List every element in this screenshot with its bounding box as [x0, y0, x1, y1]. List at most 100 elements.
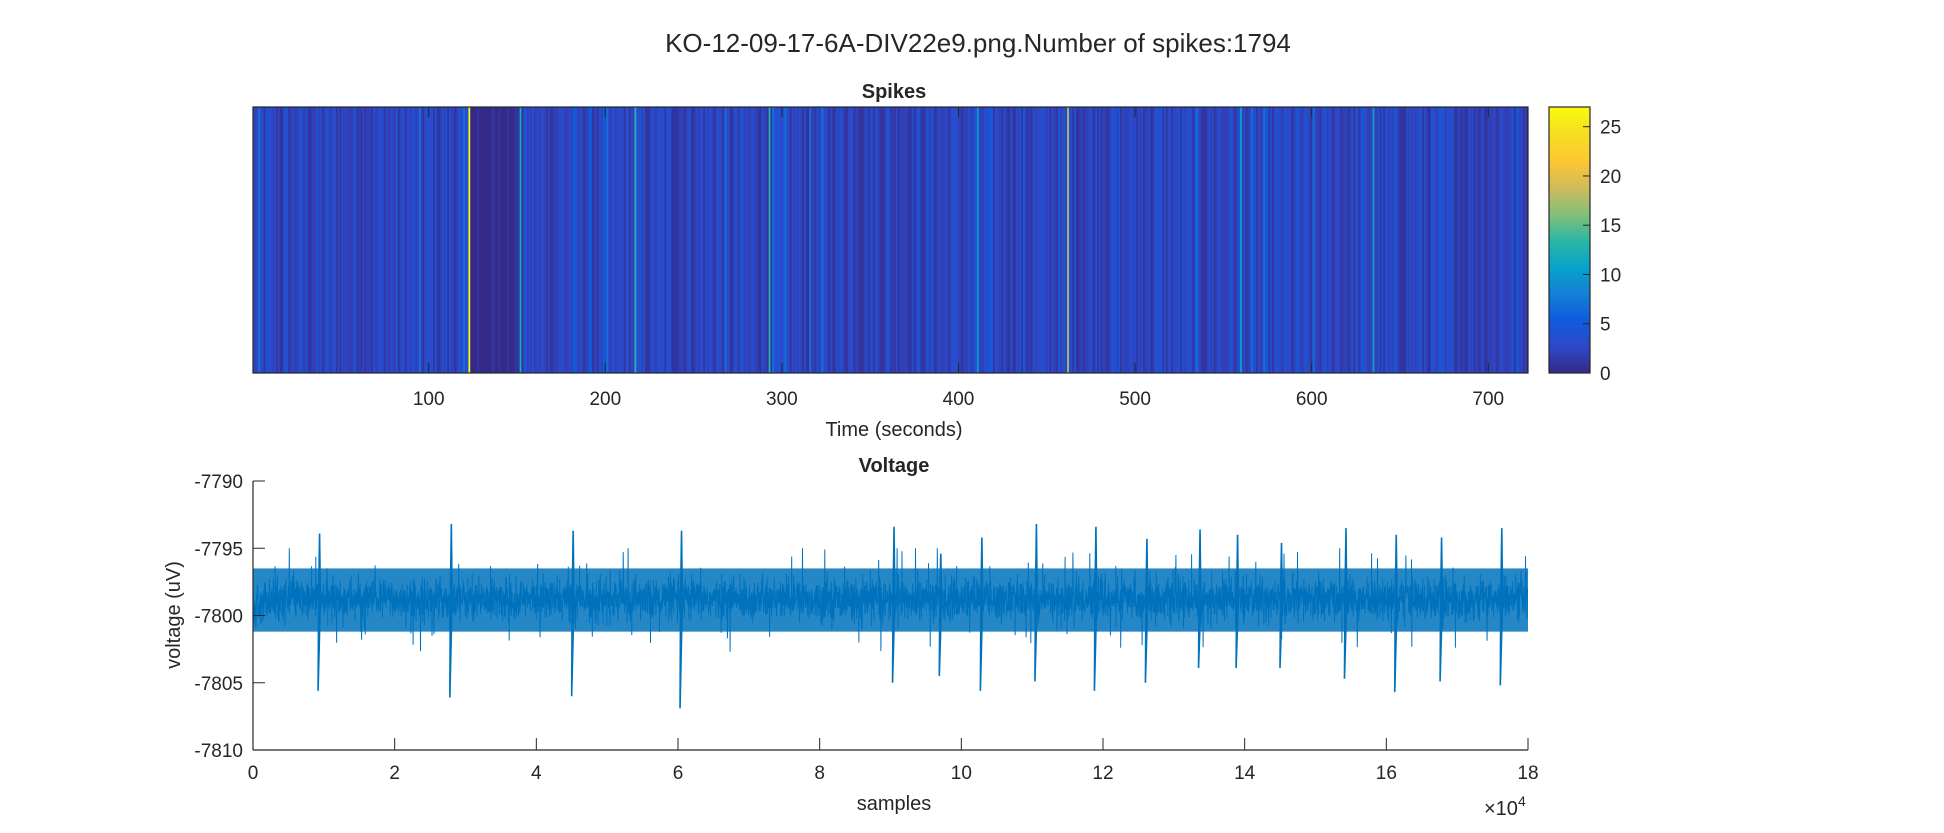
heatmap-cell	[717, 107, 720, 373]
heatmap-cell	[943, 107, 946, 373]
heatmap-cell	[339, 107, 342, 373]
heatmap-cell	[457, 107, 461, 373]
heatmap-cell	[1010, 107, 1013, 373]
heatmap-cell	[616, 107, 619, 373]
heatmap-cell	[1238, 107, 1241, 373]
heatmap-cell	[371, 107, 374, 373]
heatmap-cell	[311, 107, 314, 373]
heatmap-cell	[646, 107, 649, 373]
heatmap-cell	[964, 107, 967, 373]
heatmap-cell	[341, 107, 344, 373]
heatmap-cell	[1211, 107, 1215, 373]
heatmap-cell	[275, 107, 279, 373]
heatmap-cell	[736, 107, 740, 373]
heatmap-cell	[403, 107, 406, 373]
heatmap-cell	[657, 107, 660, 373]
heatmap-cell	[440, 107, 443, 373]
heatmap-cell	[607, 107, 611, 373]
heatmap-cell	[920, 107, 923, 373]
heatmap-cell	[1217, 107, 1220, 373]
heatmap-cells	[253, 107, 1529, 373]
heatmap-cell	[283, 107, 286, 373]
heatmap-cell	[655, 107, 658, 373]
heatmap-cell	[885, 107, 888, 373]
heatmap-cell	[1236, 107, 1239, 373]
heatmap-cell	[397, 107, 400, 373]
voltage-x-tick-label: 0	[248, 763, 259, 784]
heatmap-cell	[650, 107, 653, 373]
voltage-spike	[1393, 534, 1398, 693]
heatmap-cell	[1282, 107, 1285, 373]
heatmap-cell	[1462, 107, 1465, 373]
heatmap-cell	[383, 107, 386, 373]
heatmap-cell	[447, 107, 450, 373]
heatmap-cell	[814, 107, 817, 373]
heatmap-cell	[622, 107, 625, 373]
heatmap-cell	[1128, 107, 1132, 373]
heatmap-cell	[1038, 107, 1042, 373]
heatmap-cell	[750, 107, 754, 373]
heatmap-cell	[392, 107, 395, 373]
voltage-y-tick-label: -7790	[194, 472, 243, 493]
heatmap-cell	[1351, 107, 1354, 373]
heatmap-cell	[1430, 107, 1434, 373]
heatmap-cell	[1353, 107, 1356, 373]
heatmap-cell	[1164, 107, 1167, 373]
heatmap-cell	[828, 107, 831, 373]
heatmap-cell	[636, 107, 639, 373]
colorbar	[1548, 106, 1591, 374]
heatmap-cell	[1522, 107, 1525, 373]
heatmap-cell	[1171, 107, 1174, 373]
heatmap-cell	[812, 107, 815, 373]
heatmap-cell	[719, 107, 722, 373]
heatmap-cell	[871, 107, 874, 373]
heatmap-cell	[745, 107, 748, 373]
heatmap-cell	[1196, 107, 1199, 373]
heatmap-cell	[989, 107, 992, 373]
heatmap-cell	[1130, 107, 1133, 373]
heatmap-cell	[479, 107, 482, 373]
heatmap-cell	[1411, 107, 1414, 373]
voltage-x-ticks: 0 2 4 6 8 10 12 14 16 18	[248, 738, 1539, 784]
heatmap-cell	[729, 107, 732, 373]
heatmap-cell	[890, 107, 893, 373]
heatmap-cell	[1132, 107, 1135, 373]
heatmap-cell	[713, 107, 717, 373]
heatmap-cell	[894, 107, 897, 373]
heatmap-cell	[1317, 107, 1321, 373]
heatmap-cell	[710, 107, 713, 373]
heatmap-cell	[664, 107, 667, 373]
heatmap-cell	[1298, 107, 1301, 373]
heatmap-cell	[1443, 107, 1446, 373]
heatmap-x-tick-label: 200	[589, 389, 621, 410]
heatmap-cell	[1279, 107, 1282, 373]
heatmap-cell	[1374, 107, 1377, 373]
heatmap-cell	[927, 107, 930, 373]
heatmap-cell	[328, 107, 332, 373]
heatmap-cell	[1425, 107, 1428, 373]
heatmap-cell	[1393, 107, 1396, 373]
heatmap-cell	[1316, 107, 1319, 373]
heatmap-cell	[1492, 107, 1495, 373]
heatmap-cell	[360, 107, 363, 373]
heatmap-cell	[1379, 107, 1382, 373]
heatmap-cell	[604, 107, 607, 373]
heatmap-cell	[839, 107, 842, 373]
voltage-spike	[1279, 542, 1284, 668]
heatmap-cell	[350, 107, 353, 373]
heatmap-cell	[957, 107, 960, 373]
heatmap-cell	[1153, 107, 1156, 373]
heatmap-cell	[305, 107, 309, 373]
heatmap-cell	[268, 107, 272, 373]
heatmap-cell	[1206, 107, 1209, 373]
heatmap-cell	[1033, 107, 1036, 373]
heatmap-cell	[1312, 107, 1315, 373]
heatmap-cell	[1377, 107, 1381, 373]
heatmap-cell	[456, 107, 459, 373]
heatmap-cell	[1123, 107, 1126, 373]
heatmap-cell	[1494, 107, 1497, 373]
heatmap-cell	[1448, 107, 1451, 373]
heatmap-cell	[1019, 107, 1022, 373]
voltage-spike	[1235, 534, 1240, 668]
heatmap-cell	[1044, 107, 1047, 373]
